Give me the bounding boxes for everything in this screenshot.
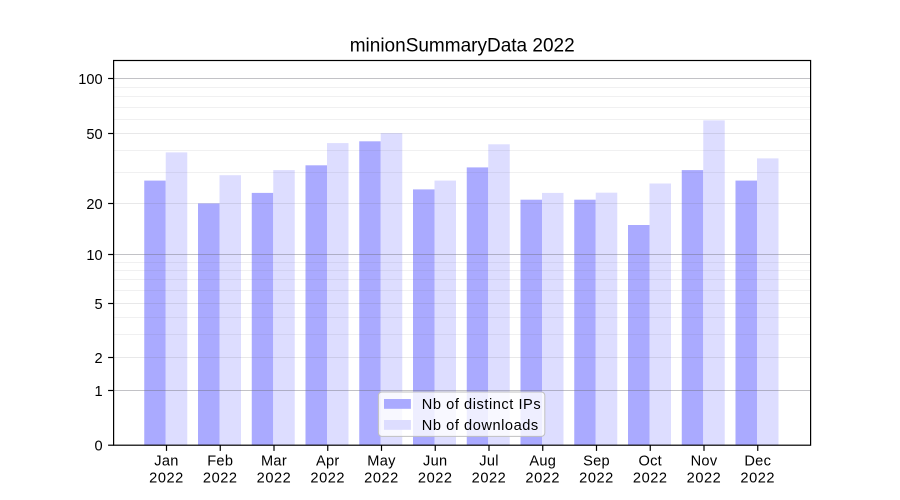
svg-text:0: 0 bbox=[94, 439, 102, 455]
svg-text:2022: 2022 bbox=[525, 470, 560, 486]
svg-text:100: 100 bbox=[78, 72, 102, 88]
svg-text:Jul: Jul bbox=[479, 453, 499, 469]
svg-text:2022: 2022 bbox=[633, 470, 668, 486]
svg-text:2022: 2022 bbox=[149, 470, 184, 486]
svg-text:2022: 2022 bbox=[257, 470, 292, 486]
svg-text:2022: 2022 bbox=[740, 470, 775, 486]
svg-text:Dec: Dec bbox=[744, 453, 771, 469]
svg-text:Aug: Aug bbox=[529, 453, 556, 469]
svg-text:Sep: Sep bbox=[583, 453, 610, 469]
svg-text:1: 1 bbox=[94, 384, 102, 400]
svg-text:2022: 2022 bbox=[472, 470, 507, 486]
svg-text:Feb: Feb bbox=[207, 453, 233, 469]
svg-text:Nb of distinct IPs: Nb of distinct IPs bbox=[422, 397, 541, 413]
svg-text:50: 50 bbox=[86, 127, 102, 143]
svg-text:2022: 2022 bbox=[364, 470, 399, 486]
svg-text:2022: 2022 bbox=[418, 470, 453, 486]
svg-text:2022: 2022 bbox=[203, 470, 238, 486]
svg-text:Apr: Apr bbox=[316, 453, 340, 469]
svg-text:Jun: Jun bbox=[423, 453, 447, 469]
svg-text:Jan: Jan bbox=[154, 453, 178, 469]
svg-text:Mar: Mar bbox=[261, 453, 287, 469]
svg-text:5: 5 bbox=[94, 297, 102, 313]
svg-text:May: May bbox=[367, 453, 396, 469]
svg-text:Nov: Nov bbox=[691, 453, 718, 469]
svg-text:2022: 2022 bbox=[687, 470, 722, 486]
svg-text:2022: 2022 bbox=[579, 470, 614, 486]
svg-text:10: 10 bbox=[86, 248, 102, 264]
svg-text:Oct: Oct bbox=[638, 453, 662, 469]
svg-text:2022: 2022 bbox=[310, 470, 345, 486]
svg-text:20: 20 bbox=[86, 197, 102, 213]
svg-text:2: 2 bbox=[94, 351, 102, 367]
svg-text:minionSummaryData 2022: minionSummaryData 2022 bbox=[350, 35, 575, 56]
svg-text:Nb of downloads: Nb of downloads bbox=[422, 418, 539, 434]
